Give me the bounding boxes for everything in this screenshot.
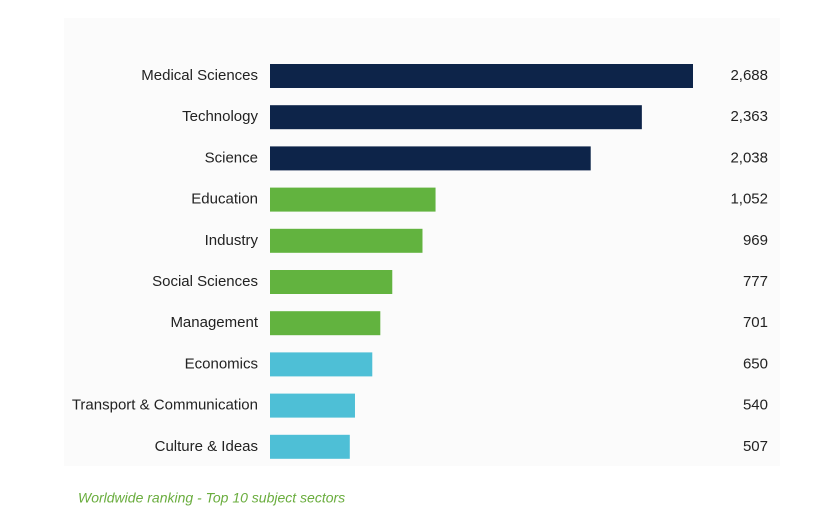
category-label: Social Sciences bbox=[152, 273, 258, 290]
value-label: 701 bbox=[743, 314, 768, 331]
value-label: 2,038 bbox=[730, 149, 768, 166]
bar bbox=[270, 270, 393, 294]
bar bbox=[270, 434, 350, 459]
category-label: Industry bbox=[205, 232, 259, 249]
bar bbox=[270, 393, 355, 418]
bar bbox=[270, 64, 693, 88]
category-label: Management bbox=[170, 314, 258, 331]
category-label: Transport & Communication bbox=[72, 397, 258, 414]
category-label: Economics bbox=[185, 355, 258, 372]
value-label: 1,052 bbox=[730, 191, 768, 208]
value-label: 2,363 bbox=[730, 108, 768, 125]
bar bbox=[270, 105, 642, 130]
value-label: 507 bbox=[743, 438, 768, 455]
category-label: Education bbox=[191, 191, 258, 208]
category-label: Medical Sciences bbox=[141, 67, 258, 84]
bar bbox=[270, 311, 381, 336]
bar bbox=[270, 146, 591, 171]
category-label: Science bbox=[205, 149, 258, 166]
value-label: 540 bbox=[743, 397, 768, 414]
caption: Worldwide ranking - Top 10 subject secto… bbox=[78, 490, 345, 506]
bar bbox=[270, 352, 373, 377]
value-label: 650 bbox=[743, 355, 768, 372]
category-label: Technology bbox=[182, 108, 258, 125]
category-label: Culture & Ideas bbox=[155, 438, 258, 455]
bar bbox=[270, 187, 436, 212]
value-label: 2,688 bbox=[730, 67, 768, 84]
bar bbox=[270, 228, 423, 253]
value-label: 777 bbox=[743, 273, 768, 290]
value-label: 969 bbox=[743, 232, 768, 249]
